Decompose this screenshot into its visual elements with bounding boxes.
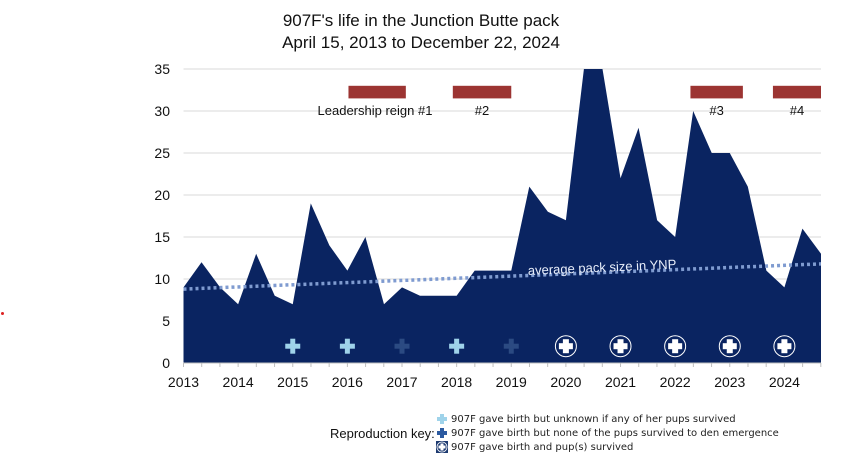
- x-tick-label: 2023: [714, 374, 745, 390]
- legend-icon-unknown: [437, 414, 447, 424]
- reproduction-marker-survived: [609, 335, 632, 358]
- y-tick-label: 25: [154, 145, 170, 161]
- reign-label: #3: [709, 103, 723, 118]
- y-tick-label: 30: [154, 103, 170, 119]
- reproduction-marker-survived: [554, 335, 577, 358]
- plus-icon: [668, 343, 683, 350]
- x-tick-label: 2021: [605, 374, 636, 390]
- ring-icon: [609, 335, 632, 358]
- x-tick-label: 2020: [550, 374, 581, 390]
- x-tick-label: 2015: [277, 374, 308, 390]
- reproduction-marker-unknown: [449, 338, 465, 354]
- reproduction-marker-unknown: [285, 338, 301, 354]
- x-tick-label: 2016: [332, 374, 363, 390]
- y-tick-label: 35: [154, 61, 170, 77]
- reign-label: Leadership reign #1: [318, 103, 433, 118]
- reign-bar: [452, 85, 512, 99]
- legend-icons: [436, 414, 448, 453]
- y-tick-label: 10: [154, 271, 170, 287]
- legend-item-none-survived: 907F gave birth but none of the pups sur…: [451, 428, 779, 439]
- x-tick-label: 2024: [769, 374, 800, 390]
- x-tick-label: 2018: [441, 374, 472, 390]
- plus-icon: [558, 343, 573, 350]
- y-tick-label: 5: [162, 313, 170, 329]
- pack-size-area: [183, 69, 821, 363]
- reproduction-marker-unknown: [339, 338, 355, 354]
- reproduction-marker-survived: [773, 335, 796, 358]
- plus-icon: [339, 343, 355, 349]
- legend-title: Reproduction key:: [330, 426, 435, 441]
- plus-icon: [285, 343, 301, 349]
- x-tick-label: 2022: [660, 374, 691, 390]
- legend-item-survived: 907F gave birth and pup(s) survived: [451, 442, 634, 453]
- y-tick-label: 0: [162, 355, 170, 371]
- ring-icon: [718, 335, 741, 358]
- reign-bar: [772, 85, 821, 99]
- trend-label: average pack size in YNP: [527, 257, 676, 278]
- reproduction-marker-none_survived: [503, 338, 519, 354]
- reproduction-marker-none_survived: [394, 338, 410, 354]
- reproduction-marker-survived: [718, 335, 741, 358]
- ring-icon: [773, 335, 796, 358]
- reign-label: #4: [790, 103, 804, 118]
- y-tick-label: 20: [154, 187, 170, 203]
- reign-bar: [690, 85, 743, 99]
- y-tick-label: 15: [154, 229, 170, 245]
- ring-icon: [664, 335, 687, 358]
- stray-dot: [1, 312, 4, 315]
- x-tick-label: 2014: [223, 374, 254, 390]
- plus-icon: [503, 343, 519, 349]
- legend-icon-survived: [436, 441, 448, 453]
- plus-icon: [722, 343, 737, 350]
- chart-subtitle: April 15, 2013 to December 22, 2024: [282, 33, 560, 52]
- plus-icon: [777, 343, 792, 350]
- x-tick-label: 2019: [496, 374, 527, 390]
- reign-label: #2: [475, 103, 489, 118]
- plus-icon: [394, 343, 410, 349]
- reproduction-marker-survived: [664, 335, 687, 358]
- x-tick-label: 2017: [386, 374, 417, 390]
- chart-title: 907F's life in the Junction Butte pack: [282, 11, 560, 30]
- average-trend-line: [183, 262, 822, 291]
- plus-icon: [449, 343, 465, 349]
- x-tick-label: 2013: [168, 374, 199, 390]
- reign-bar: [348, 85, 406, 99]
- legend-item-unknown: 907F gave birth but unknown if any of he…: [451, 414, 736, 425]
- legend-icon-none-survived: [437, 428, 447, 438]
- plus-icon: [613, 343, 628, 350]
- ring-icon: [554, 335, 577, 358]
